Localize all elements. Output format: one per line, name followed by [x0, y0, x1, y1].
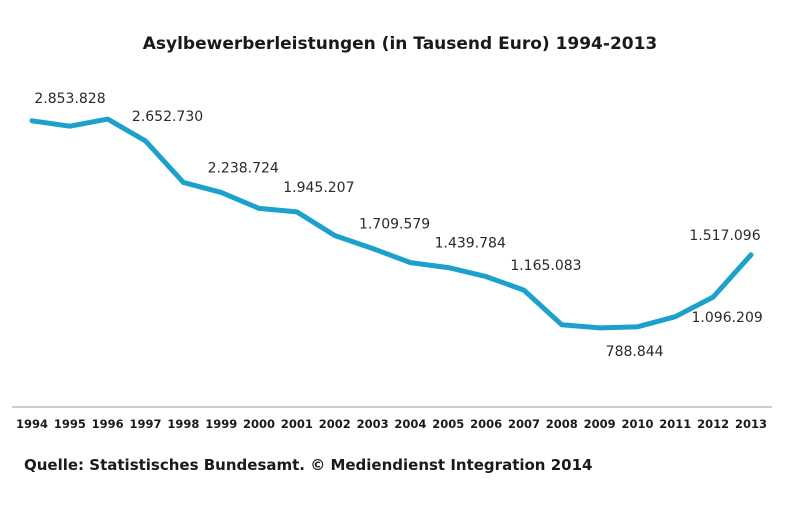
- data-label: 1.517.096: [689, 228, 760, 244]
- x-tick-label: 2010: [621, 417, 653, 431]
- x-tick-label: 1995: [54, 417, 86, 431]
- x-tick-label: 2006: [470, 417, 502, 431]
- x-tick-label: 1997: [130, 417, 162, 431]
- x-tick-label: 2013: [735, 417, 767, 431]
- data-label: 1.945.207: [283, 180, 354, 196]
- series-line: [29, 116, 754, 331]
- x-tick-label: 1994: [16, 417, 48, 431]
- x-tick-label: 2003: [357, 417, 389, 431]
- data-label: 2.652.730: [132, 109, 203, 125]
- source-note: Quelle: Statistisches Bundesamt. © Medie…: [24, 456, 593, 474]
- x-tick-label: 2008: [546, 417, 578, 431]
- x-tick-label: 2011: [659, 417, 691, 431]
- chart-title: Asylbewerberleistungen (in Tausend Euro)…: [142, 34, 658, 54]
- x-tick-label: 1996: [92, 417, 124, 431]
- x-tick-label: 2000: [243, 417, 275, 431]
- data-label: 1.096.209: [692, 310, 763, 326]
- x-tick-label: 2007: [508, 417, 540, 431]
- data-label: 1.709.579: [359, 217, 430, 233]
- x-tick-label: 2009: [584, 417, 616, 431]
- data-label: 2.238.724: [208, 160, 279, 176]
- x-tick-label: 2001: [281, 417, 313, 431]
- x-tick-labels: 1994 1995 1996 1997 1998 1999 2000 2001 2002 2003…: [16, 417, 767, 431]
- data-label: 788.844: [606, 344, 664, 360]
- x-tick-label: 1998: [167, 417, 199, 431]
- data-label: 1.165.083: [510, 258, 581, 274]
- x-tick-label: 2002: [319, 417, 351, 431]
- x-tick-label: 2005: [432, 417, 464, 431]
- data-label: 1.439.784: [435, 236, 506, 252]
- x-tick-label: 1999: [205, 417, 237, 431]
- x-tick-label: 2004: [394, 417, 426, 431]
- data-label: 2.853.828: [34, 91, 105, 107]
- x-tick-label: 2012: [697, 417, 729, 431]
